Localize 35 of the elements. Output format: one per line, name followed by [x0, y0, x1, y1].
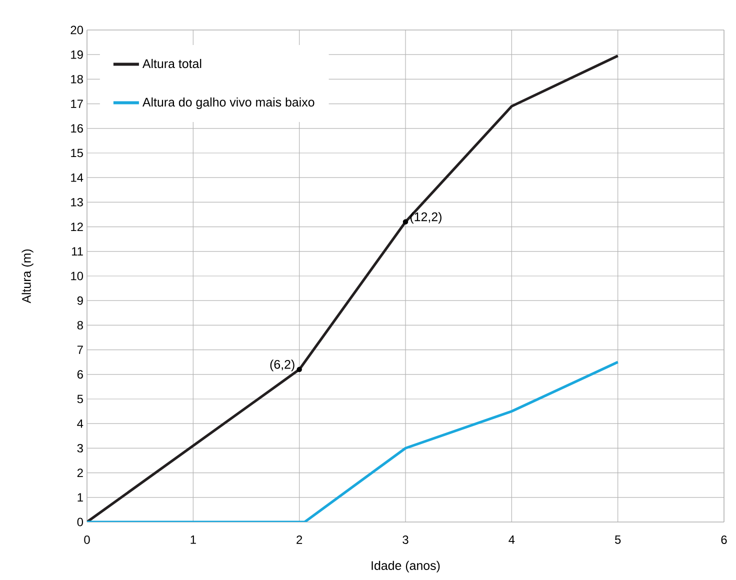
y-tick-label: 2 — [77, 468, 83, 477]
x-tick-label: 4 — [508, 536, 515, 544]
y-tick-label: 12 — [71, 222, 83, 231]
y-tick-label: 0 — [77, 518, 84, 526]
annotation: (12,2) — [410, 212, 442, 224]
x-tick-label: 1 — [190, 536, 196, 544]
y-tick-label: 18 — [71, 74, 83, 84]
y-tick-label: 6 — [77, 370, 83, 379]
annotation: (6,2) — [270, 360, 294, 372]
y-tick-label: 3 — [77, 444, 83, 452]
y-tick-label: 19 — [71, 50, 83, 59]
x-axis-title: Idade (anos) — [372, 560, 440, 572]
line-series — [87, 360, 620, 522]
y-tick-label: 8 — [77, 320, 83, 330]
y-tick-label: 1 — [78, 493, 83, 502]
y-tick-label: 5 — [77, 394, 83, 404]
y-tick-label: 11 — [72, 247, 83, 256]
x-tick-label: 0 — [84, 536, 90, 544]
y-tick-label: 10 — [71, 272, 84, 280]
y-tick-label: 16 — [71, 124, 83, 133]
y-tick-label: 20 — [70, 26, 84, 34]
y-tick-label: 15 — [71, 148, 83, 158]
y-tick-label: 13 — [71, 198, 83, 206]
x-tick-label: 6 — [721, 536, 727, 544]
legend-label: Altura do galho vivo mais baixo — [142, 97, 314, 110]
y-tick-label: 4 — [77, 419, 84, 428]
y-tick-label: 14 — [71, 173, 84, 182]
y-axis-title: Altura (m) — [22, 249, 34, 304]
x-tick-label: 3 — [402, 536, 408, 544]
y-tick-label: 7 — [77, 346, 83, 354]
legend-label: Altura total — [142, 58, 202, 68]
y-tick-label: 17 — [71, 100, 83, 108]
x-tick-label: 5 — [614, 536, 621, 544]
y-tick-label: 9 — [77, 296, 83, 305]
x-tick-label: 2 — [296, 536, 302, 544]
